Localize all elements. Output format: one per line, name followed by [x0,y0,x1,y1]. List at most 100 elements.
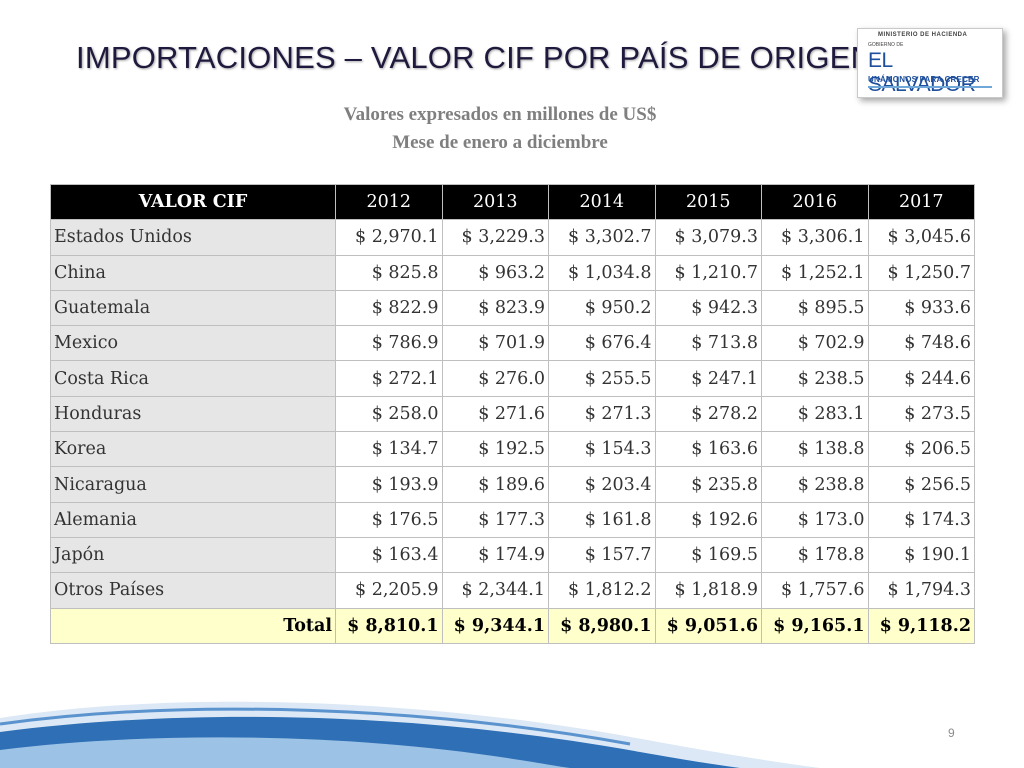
table-row: Korea $ 134.7 $ 192.5 $ 154.3 $ 163.6 $ 138.8… [50,431,975,468]
logo-gobierno: GOBIERNO DE [868,42,904,48]
value-cell: $ 203.4 [548,466,656,503]
value-cell: $ 3,306.1 [761,219,869,256]
header-cell: 2015 [654,183,762,221]
country-cell: Guatemala [50,289,336,327]
country-cell: Mexico [50,325,336,362]
value-cell: $ 238.5 [761,360,869,397]
value-cell: $ 278.2 [654,395,762,433]
value-cell: $ 1,210.7 [654,254,762,291]
header-cell: 2012 [335,183,443,221]
value-cell: $ 173.0 [761,501,869,538]
value-cell: $ 193.9 [335,466,443,503]
value-cell: $ 189.6 [441,466,549,503]
table-row: Honduras $ 258.0 $ 271.6 $ 271.3 $ 278.2 $ 28… [50,395,975,433]
table-header-row: VALOR CIF 2012 2013 2014 2015 2016 2017 [50,183,975,221]
country-cell: China [50,254,336,291]
table-row: Alemania $ 176.5 $ 177.3 $ 161.8 $ 192.6 $ 17… [50,501,975,538]
value-cell: $ 192.6 [654,501,762,538]
header-cell: VALOR CIF [50,183,336,221]
value-cell: $ 256.5 [867,466,975,503]
value-cell: $ 276.0 [441,360,549,397]
value-cell: $ 169.5 [654,536,762,574]
country-cell: Honduras [50,395,336,433]
value-cell: $ 825.8 [335,254,443,291]
country-cell: Otros Países [50,572,336,609]
value-cell: $ 942.3 [654,289,762,327]
value-cell: $ 134.7 [335,431,443,468]
value-cell: $ 192.5 [441,431,549,468]
value-cell: $ 255.5 [548,360,656,397]
value-cell: $ 1,252.1 [761,254,869,291]
total-label: Total [50,607,336,644]
slide-title: IMPORTACIONES – VALOR CIF POR PAÍS DE OR… [76,40,874,75]
value-cell: $ 701.9 [441,325,549,362]
country-cell: Korea [50,431,336,468]
logo-slogan: UNÁMONOS PARA CRECER [868,75,980,84]
value-cell: $ 1,812.2 [548,572,656,609]
page-number: 9 [948,726,955,740]
value-cell: $ 1,034.8 [548,254,656,291]
table-row: Japón $ 163.4 $ 174.9 $ 157.7 $ 169.5 $ 178.8… [50,536,975,574]
subtitle-units: Valores expresados en millones de US$ [343,104,657,125]
value-cell: $ 950.2 [548,289,656,327]
value-cell: $ 822.9 [335,289,443,327]
value-cell: $ 163.4 [335,536,443,574]
value-cell: $ 271.3 [548,395,656,433]
value-cell: $ 206.5 [867,431,975,468]
value-cell: $ 3,302.7 [548,219,656,256]
country-cell: Estados Unidos [50,219,336,256]
imports-table: VALOR CIF 2012 2013 2014 2015 2016 2017 … [50,183,975,644]
el-salvador-logo: MINISTERIO DE HACIENDA GOBIERNO DE EL SA… [857,28,1003,98]
logo-ministry: MINISTERIO DE HACIENDA [878,32,968,38]
total-value-cell: $ 8,810.1 [335,607,443,644]
value-cell: $ 748.6 [867,325,975,362]
value-cell: $ 273.5 [867,395,975,433]
value-cell: $ 2,344.1 [441,572,549,609]
table-row: Costa Rica $ 272.1 $ 276.0 $ 255.5 $ 247.1 $ … [50,360,975,397]
value-cell: $ 174.3 [867,501,975,538]
total-value-cell: $ 9,051.6 [654,607,762,644]
value-cell: $ 163.6 [654,431,762,468]
value-cell: $ 713.8 [654,325,762,362]
value-cell: $ 235.8 [654,466,762,503]
value-cell: $ 786.9 [335,325,443,362]
total-value-cell: $ 9,344.1 [441,607,549,644]
value-cell: $ 933.6 [867,289,975,327]
value-cell: $ 272.1 [335,360,443,397]
table-row: Mexico $ 786.9 $ 701.9 $ 676.4 $ 713.8 $ 702.… [50,325,975,362]
logo-name: EL SALVADOR [868,49,976,96]
value-cell: $ 161.8 [548,501,656,538]
table-row: Estados Unidos $ 2,970.1 $ 3,229.3 $ 3,302.… [50,219,975,256]
value-cell: $ 895.5 [761,289,869,327]
value-cell: $ 138.8 [761,431,869,468]
value-cell: $ 190.1 [867,536,975,574]
country-cell: Costa Rica [50,360,336,397]
value-cell: $ 176.5 [335,501,443,538]
value-cell: $ 174.9 [441,536,549,574]
total-value-cell: $ 9,118.2 [867,607,975,644]
table-row: Otros Países $ 2,205.9 $ 2,344.1 $ 1,812.2 $… [50,572,975,609]
value-cell: $ 244.6 [867,360,975,397]
header-cell: 2013 [441,183,549,221]
table-row: China $ 825.8 $ 963.2 $ 1,034.8 $ 1,210.7 $ 1… [50,254,975,291]
logo-rule [868,86,992,88]
value-cell: $ 154.3 [548,431,656,468]
value-cell: $ 1,818.9 [654,572,762,609]
total-value-cell: $ 8,980.1 [548,607,656,644]
table-row: Guatemala $ 822.9 $ 823.9 $ 950.2 $ 942.3 $ 8… [50,289,975,327]
value-cell: $ 178.8 [761,536,869,574]
country-cell: Alemania [50,501,336,538]
country-cell: Japón [50,536,336,574]
value-cell: $ 1,794.3 [867,572,975,609]
header-cell: 2017 [867,183,975,221]
value-cell: $ 283.1 [761,395,869,433]
value-cell: $ 702.9 [761,325,869,362]
header-cell: 2016 [761,183,869,221]
value-cell: $ 823.9 [441,289,549,327]
decorative-swoosh [0,701,820,768]
value-cell: $ 238.8 [761,466,869,503]
value-cell: $ 247.1 [654,360,762,397]
country-cell: Nicaragua [50,466,336,503]
header-cell: 2014 [548,183,656,221]
value-cell: $ 157.7 [548,536,656,574]
